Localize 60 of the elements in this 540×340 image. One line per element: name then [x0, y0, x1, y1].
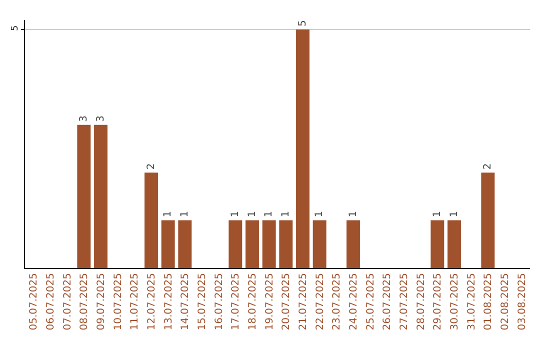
x-tick-label: 16.07.2025 [214, 273, 225, 330]
data-label: 1 [432, 210, 443, 218]
x-tick-label: 14.07.2025 [180, 273, 192, 330]
x-tick-label: 25.07.2025 [365, 273, 376, 330]
x-tick-label: 19.07.2025 [264, 273, 276, 330]
x-tick-label: 26.07.2025 [382, 273, 394, 330]
x-tick-label: 24.07.2025 [348, 273, 360, 330]
data-label: 1 [162, 210, 174, 218]
x-tick-label: 23.07.2025 [332, 273, 343, 330]
x-tick-label: 11.07.2025 [130, 273, 141, 330]
x-tick-label: 31.07.2025 [466, 273, 478, 330]
data-label: 1 [348, 210, 359, 218]
data-label: 1 [448, 210, 460, 218]
bar [228, 220, 242, 268]
x-tick-label: 30.07.2025 [450, 273, 460, 330]
x-tick-label: 08.07.2025 [79, 273, 90, 330]
bar [481, 172, 495, 268]
bar [144, 172, 158, 268]
data-label: 1 [314, 210, 326, 218]
x-tick-label: 27.07.2025 [399, 273, 410, 330]
x-tick-label: 13.07.2025 [163, 273, 174, 330]
data-label: 2 [482, 163, 494, 170]
bar [262, 220, 276, 268]
data-label: 1 [280, 210, 292, 218]
bar [161, 220, 175, 268]
x-tick-label: 10.07.2025 [112, 273, 124, 330]
x-tick-label: 05.07.2025 [28, 273, 40, 330]
bar [296, 30, 310, 268]
bar [94, 124, 108, 268]
bar [246, 220, 259, 268]
bar [430, 220, 444, 268]
x-tick-label: 21.07.2025 [298, 273, 309, 330]
bar [77, 124, 91, 268]
x-tick-label: 22.07.2025 [314, 273, 326, 330]
x-tick-label: 29.07.2025 [432, 273, 444, 330]
x-tick-label: 28.07.2025 [416, 273, 427, 330]
x-tick-label: 03.08.2025 [516, 273, 528, 330]
x-tick-label: 20.07.2025 [281, 273, 292, 330]
bar [178, 220, 192, 268]
x-tick-label: 06.07.2025 [46, 273, 56, 330]
x-tick-label: 07.07.2025 [62, 273, 74, 330]
data-label: 1 [179, 210, 190, 218]
data-label: 1 [230, 210, 241, 218]
data-label: 3 [95, 116, 106, 122]
data-label: 5 [297, 20, 308, 27]
x-tick-label: 17.07.2025 [230, 273, 242, 330]
bar [346, 220, 360, 268]
data-label: 1 [264, 210, 275, 218]
x-tick-label: 09.07.2025 [96, 273, 107, 330]
data-label: 2 [146, 163, 157, 170]
bar [312, 220, 326, 268]
data-label: 1 [246, 210, 258, 218]
x-tick-label: 12.07.2025 [146, 273, 158, 330]
x-tick-label: 15.07.2025 [197, 273, 208, 330]
bar [448, 220, 461, 268]
x-tick-label: 01.08.2025 [483, 273, 494, 330]
data-label: 3 [78, 116, 90, 122]
x-tick-label: 18.07.2025 [248, 273, 258, 330]
x-tick-label: 02.08.2025 [500, 273, 511, 330]
bar [279, 220, 293, 268]
